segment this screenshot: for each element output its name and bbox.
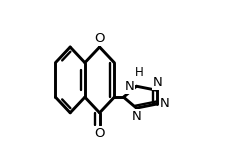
Text: N: N [160,97,170,110]
Text: O: O [94,32,105,45]
Text: H: H [135,66,144,79]
Text: N: N [152,76,162,89]
Text: N: N [125,80,135,93]
Text: N: N [132,110,141,123]
Text: O: O [94,127,105,140]
